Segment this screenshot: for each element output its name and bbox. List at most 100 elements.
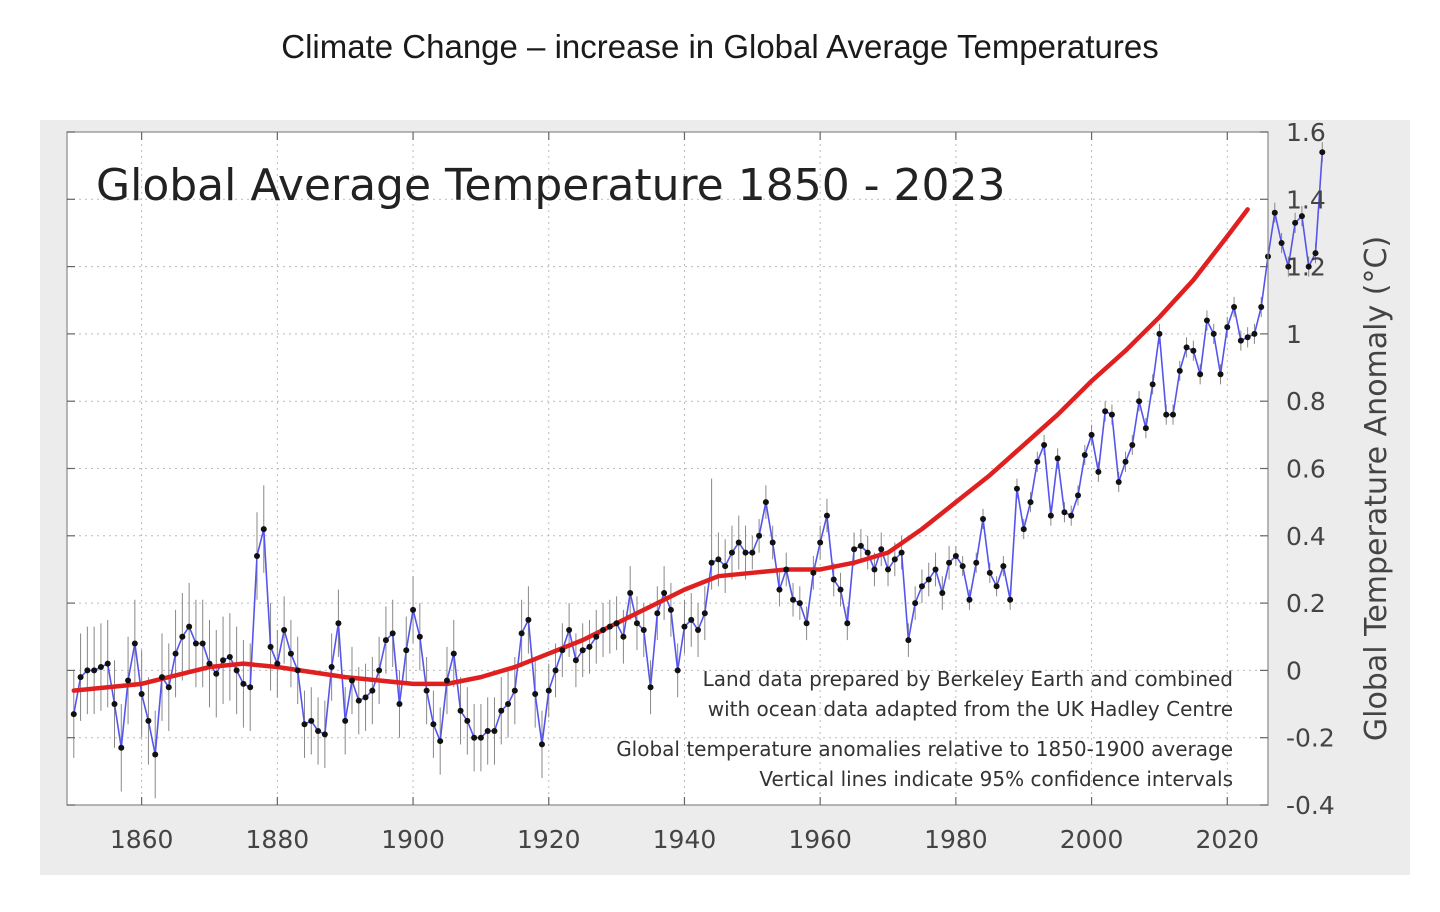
data-point [620, 633, 627, 640]
data-point [382, 637, 389, 644]
data-point [369, 687, 376, 694]
data-point [145, 717, 152, 724]
data-point [600, 627, 607, 634]
y-tick-label: 0.6 [1286, 455, 1326, 484]
data-point [1176, 367, 1183, 374]
trend-line [71, 207, 1250, 693]
data-point [566, 627, 573, 634]
data-point [722, 563, 729, 570]
data-point [308, 717, 315, 724]
y-tick-label: 1.4 [1286, 185, 1326, 214]
data-point [1170, 411, 1177, 418]
data-point [1041, 441, 1048, 448]
data-point [532, 690, 539, 697]
data-point [158, 674, 165, 681]
data-point [538, 741, 545, 748]
data-point [613, 620, 620, 627]
data-point [1319, 149, 1326, 156]
data-point [545, 687, 552, 694]
data-point [661, 590, 668, 597]
data-point [1061, 509, 1068, 516]
data-point [980, 515, 987, 522]
data-point [851, 546, 858, 553]
data-point [206, 660, 213, 667]
data-point [416, 633, 423, 640]
data-point [152, 751, 159, 758]
note-line-3: Global temperature anomalies relative to… [616, 737, 1233, 761]
data-point [138, 690, 145, 697]
note-line-2: with ocean data adapted from the UK Hadl… [708, 697, 1233, 721]
data-point [1102, 408, 1109, 415]
data-point [294, 667, 301, 674]
data-point [518, 630, 525, 637]
data-point [274, 660, 281, 667]
x-tick-label: 2020 [1195, 825, 1259, 854]
data-point [1149, 381, 1156, 388]
data-point [1020, 526, 1027, 533]
x-tick-label: 1860 [110, 825, 174, 854]
data-point [328, 664, 335, 671]
data-point [1231, 303, 1238, 310]
y-axis-label: Global Temperature Anomaly (°C) [1359, 236, 1394, 741]
data-point [993, 583, 1000, 590]
data-point [403, 647, 410, 654]
data-point [1258, 303, 1265, 310]
data-point [756, 532, 763, 539]
data-point [179, 633, 186, 640]
data-point [423, 687, 430, 694]
data-point [1298, 213, 1305, 220]
data-point [688, 616, 695, 623]
data-point [1210, 330, 1217, 337]
data-point [1136, 398, 1143, 405]
data-point [1068, 512, 1075, 519]
data-point [749, 549, 756, 556]
data-point [817, 539, 824, 546]
data-point [1027, 499, 1034, 506]
data-point [932, 566, 939, 573]
data-point [952, 552, 959, 559]
data-point [586, 643, 593, 650]
data-point [315, 727, 322, 734]
data-point [213, 670, 220, 677]
data-point [1129, 441, 1136, 448]
data-point [1000, 563, 1007, 570]
data-point [844, 620, 851, 627]
data-point [803, 620, 810, 627]
data-point [1095, 468, 1102, 475]
data-point [606, 623, 613, 630]
x-tick-label: 1980 [924, 825, 988, 854]
data-point [410, 606, 417, 613]
data-point [701, 610, 708, 617]
data-point [986, 569, 993, 576]
data-point [715, 556, 722, 563]
y-tick-label: 1.2 [1286, 253, 1326, 282]
data-point [457, 707, 464, 714]
data-point [192, 640, 199, 647]
slide-title: Climate Change – increase in Global Aver… [281, 28, 1159, 65]
data-point [118, 744, 125, 751]
data-point [627, 590, 634, 597]
data-point [783, 566, 790, 573]
data-point [199, 640, 206, 647]
y-tick-label: 0 [1286, 656, 1302, 685]
data-point [552, 667, 559, 674]
data-point [918, 583, 925, 590]
data-point [1244, 334, 1251, 341]
data-point [348, 677, 355, 684]
data-point [1251, 330, 1258, 337]
data-point [437, 738, 444, 745]
data-point [1224, 324, 1231, 331]
data-point [84, 667, 91, 674]
data-point [708, 559, 715, 566]
data-point [769, 539, 776, 546]
data-point [1305, 263, 1312, 270]
data-point [1183, 344, 1190, 351]
data-point [654, 610, 661, 617]
data-point [172, 650, 179, 657]
data-point [633, 620, 640, 627]
data-point [511, 687, 518, 694]
data-point [735, 539, 742, 546]
data-point [885, 566, 892, 573]
y-tick-label: 0.8 [1286, 387, 1326, 416]
data-point [1285, 263, 1292, 270]
